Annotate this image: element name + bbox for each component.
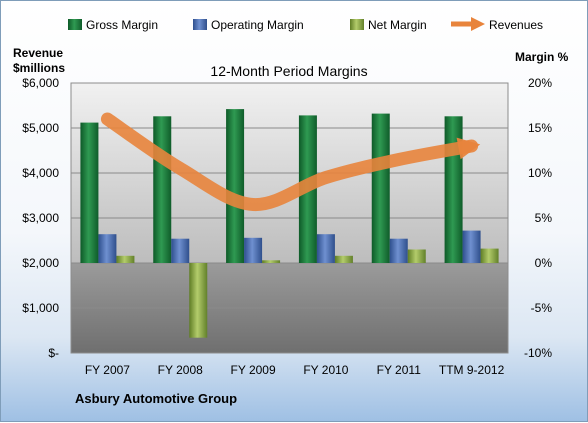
legend-label-revenues: Revenues [489,18,543,32]
bar-net-margin [480,248,499,263]
left-axis-title-line2: $millions [13,61,65,75]
bar-gross-margin [153,116,172,263]
legend-swatch-gross-margin [68,19,82,30]
revenue-arrow-head [456,137,481,160]
right-tick-label: 15% [528,121,552,135]
legend-label-operating-margin: Operating Margin [211,18,304,32]
right-tick-label: 0% [535,256,553,270]
bar-net-margin [407,249,426,263]
right-axis-ticks: -10% -5% 0% 5% 10% 15% 20% [524,76,552,360]
x-tick-label: FY 2011 [377,363,422,377]
right-tick-label: -5% [531,301,553,315]
left-tick-label: $6,000 [22,76,59,90]
left-tick-label: $5,000 [22,121,59,135]
right-axis-title: Margin % [515,50,569,64]
bar-gross-margin [371,113,390,263]
bar-net-margin [262,260,281,263]
left-tick-label: $2,000 [22,256,59,270]
x-tick-label: TTM 9-2012 [439,363,505,377]
bar-gross-margin [444,116,463,263]
right-tick-label: 5% [535,211,553,225]
bars [80,109,499,338]
x-axis-ticks: FY 2007 FY 2008 FY 2009 FY 2010 FY 2011 TTM 9… [85,363,505,377]
legend-label-gross-margin: Gross Margin [86,18,158,32]
right-tick-label: -10% [524,346,552,360]
plot-border [70,82,509,354]
bar-operating-margin [98,234,117,263]
revenue-line [100,112,481,212]
legend-swatch-net-margin [350,19,364,30]
bar-operating-margin [244,237,263,263]
left-tick-label: $1,000 [22,301,59,315]
revenue-line-path [100,112,479,212]
left-tick-label: $3,000 [22,211,59,225]
bar-gross-margin [80,122,99,263]
right-tick-label: 20% [528,76,552,90]
legend: Gross Margin Operating Margin Net Margin… [68,17,543,32]
bar-operating-margin [389,238,408,263]
bar-net-margin [189,263,208,338]
bar-operating-margin [171,238,190,263]
bar-gross-margin [226,109,245,263]
legend-swatch-operating-margin [193,19,207,30]
bar-net-margin [116,255,135,263]
left-tick-label: $- [48,346,59,360]
x-tick-label: FY 2009 [231,363,276,377]
left-tick-label: $4,000 [22,166,59,180]
gridlines [71,127,508,309]
left-axis-title-line1: Revenue [13,46,63,60]
x-tick-label: FY 2008 [158,363,203,377]
bar-operating-margin [462,230,481,263]
legend-arrow-revenues [471,17,485,31]
bar-operating-margin [316,234,335,263]
x-tick-label: FY 2007 [85,363,130,377]
legend-label-net-margin: Net Margin [368,18,427,32]
right-tick-label: 10% [528,166,552,180]
chart-title: 12-Month Period Margins [210,63,367,79]
bar-net-margin [334,255,353,263]
company-name: Asbury Automotive Group [75,391,237,406]
left-axis-ticks: $- $1,000 $2,000 $3,000 $4,000 $5,000 $6,000 [22,76,59,360]
x-tick-label: FY 2010 [303,363,348,377]
